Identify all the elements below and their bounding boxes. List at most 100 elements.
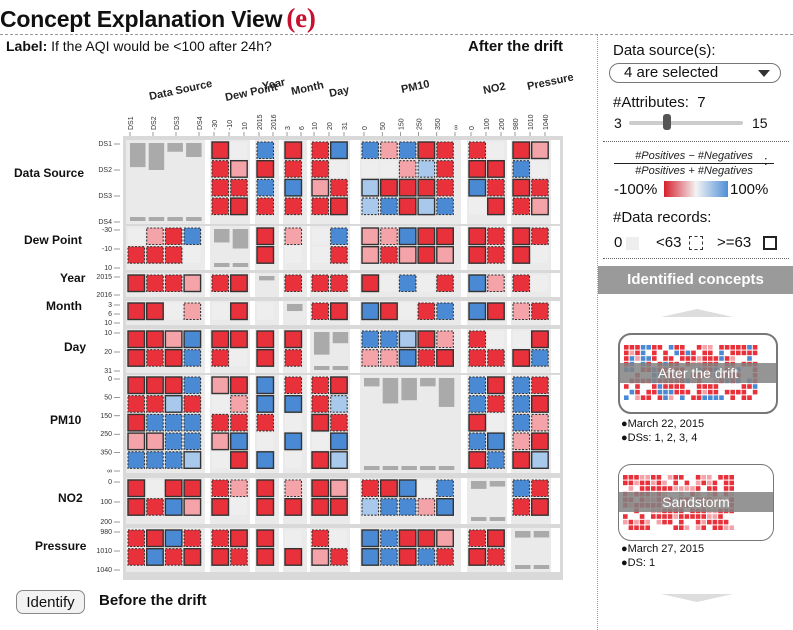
matrix-cell xyxy=(417,498,436,516)
identify-button[interactable]: Identify xyxy=(16,590,85,614)
matrix-cell xyxy=(361,141,380,160)
after-drift-title: After the drift xyxy=(468,38,563,55)
attributes-slider-track[interactable] xyxy=(629,121,743,125)
thumbnail-cell xyxy=(680,356,685,361)
matrix-cell xyxy=(380,330,398,349)
matrix-cell xyxy=(284,141,303,160)
matrix-cell xyxy=(127,349,146,367)
thumbnail-cell xyxy=(702,389,707,395)
matrix-cell xyxy=(230,142,248,159)
matrix-cell xyxy=(380,275,398,292)
thumbnail-cell xyxy=(684,514,690,519)
thumbnail-cell xyxy=(718,525,723,530)
matrix-cell xyxy=(380,498,398,516)
matrix-cell xyxy=(380,349,398,367)
identified-concepts-header: Identified concepts xyxy=(598,266,793,294)
matrix-cell xyxy=(361,548,380,566)
matrix-cell xyxy=(399,303,416,320)
thumbnail-cell xyxy=(701,480,706,486)
thumbnail-cell xyxy=(662,486,667,491)
matrix-cell xyxy=(284,197,303,216)
thumbnail-cell xyxy=(701,475,706,480)
matrix-cell xyxy=(230,178,248,197)
thumbnail-cell xyxy=(702,350,707,356)
thumbnail-cell xyxy=(752,389,758,395)
matrix-cell xyxy=(361,302,380,321)
concept-matrix[interactable]: Data Source DS1 DS2 DS3 DS4 Dew Point -30 -10 10… xyxy=(0,60,593,580)
matrix-cell xyxy=(361,178,380,197)
thumbnail-cell xyxy=(729,486,734,491)
matrix-cell xyxy=(212,451,229,469)
matrix-cell xyxy=(330,413,348,432)
scroll-down-icon[interactable] xyxy=(661,594,733,602)
matrix-cell xyxy=(127,548,146,566)
column-tick-label: 20 xyxy=(327,122,334,130)
matrix-cell xyxy=(468,451,487,469)
thumbnail-cell xyxy=(624,356,629,361)
matrix-cell xyxy=(512,302,531,321)
matrix-cell xyxy=(330,530,348,547)
row-tick-label: DS2 xyxy=(98,167,112,174)
matrix-cell xyxy=(531,498,549,516)
thumbnail-cell xyxy=(712,480,718,486)
attributes-slider-handle[interactable] xyxy=(662,114,671,130)
thumbnail-cell xyxy=(690,514,695,519)
thumbnail-cell xyxy=(667,475,673,480)
thumbnail-cell xyxy=(628,519,634,525)
thumbnail-cell xyxy=(741,384,747,389)
thumbnail-cell xyxy=(729,525,734,530)
thumbnail-cell xyxy=(668,395,674,400)
matrix-cell xyxy=(330,141,348,160)
concept-card-sandstorm[interactable]: Sandstorm xyxy=(618,464,774,541)
thumbnail-cell xyxy=(730,350,735,356)
thumbnail-cell xyxy=(712,514,718,519)
matrix-cell xyxy=(146,480,164,497)
thumbnail-cell xyxy=(718,519,723,525)
column-tick-label: 1040 xyxy=(543,114,550,130)
distribution-bar xyxy=(515,565,531,569)
thumbnail-cell xyxy=(691,395,696,400)
matrix-cell xyxy=(256,451,275,469)
matrix-cell xyxy=(487,451,505,469)
distribution-bar xyxy=(232,229,249,249)
matrix-cell xyxy=(487,349,505,367)
matrix-cell xyxy=(183,451,202,469)
matrix-cell xyxy=(229,197,248,216)
thumbnail-cell xyxy=(685,356,691,361)
thumbnail-cell xyxy=(639,486,645,491)
column-tick-label: 2016 xyxy=(271,114,278,130)
thumbnail-cell xyxy=(657,389,663,395)
matrix-cell xyxy=(164,349,183,367)
distribution-bar xyxy=(148,217,165,221)
thumbnail-cell xyxy=(639,514,645,519)
thumbnail-cell xyxy=(729,475,734,480)
row-tick-label: 50 xyxy=(104,394,112,401)
data-source-select[interactable]: 4 are selected xyxy=(609,63,781,83)
thumbnail-cell xyxy=(680,345,685,350)
scroll-up-icon[interactable] xyxy=(661,309,733,317)
matrix-cell xyxy=(229,451,248,469)
matrix-cell xyxy=(417,160,436,178)
thumbnail-cell xyxy=(685,350,691,356)
matrix-cell xyxy=(230,548,248,566)
matrix-cell xyxy=(418,480,435,497)
row-tick-label: 1040 xyxy=(96,567,112,574)
view-title-text: Concept Explanation View xyxy=(0,6,283,32)
thumbnail-cell xyxy=(646,389,651,395)
thumbnail-cell xyxy=(691,350,696,356)
matrix-cell xyxy=(211,432,230,451)
matrix-cell xyxy=(436,529,454,548)
thumbnail-cell xyxy=(701,525,706,530)
thumbnail-cell xyxy=(713,395,719,400)
distribution-bar xyxy=(420,378,436,387)
attributes-label-text: #Attributes: xyxy=(613,94,689,111)
thumbnail-cell xyxy=(730,345,735,350)
matrix-cell xyxy=(398,529,417,548)
concept-card-after-drift[interactable]: After the drift xyxy=(618,333,778,414)
thumbnail-cell xyxy=(695,519,701,525)
matrix-cell xyxy=(436,245,454,264)
thumbnail-cell xyxy=(652,389,657,395)
matrix-cell xyxy=(512,395,531,413)
matrix-cell xyxy=(256,349,275,367)
row-tick-label: -10 xyxy=(102,246,112,253)
